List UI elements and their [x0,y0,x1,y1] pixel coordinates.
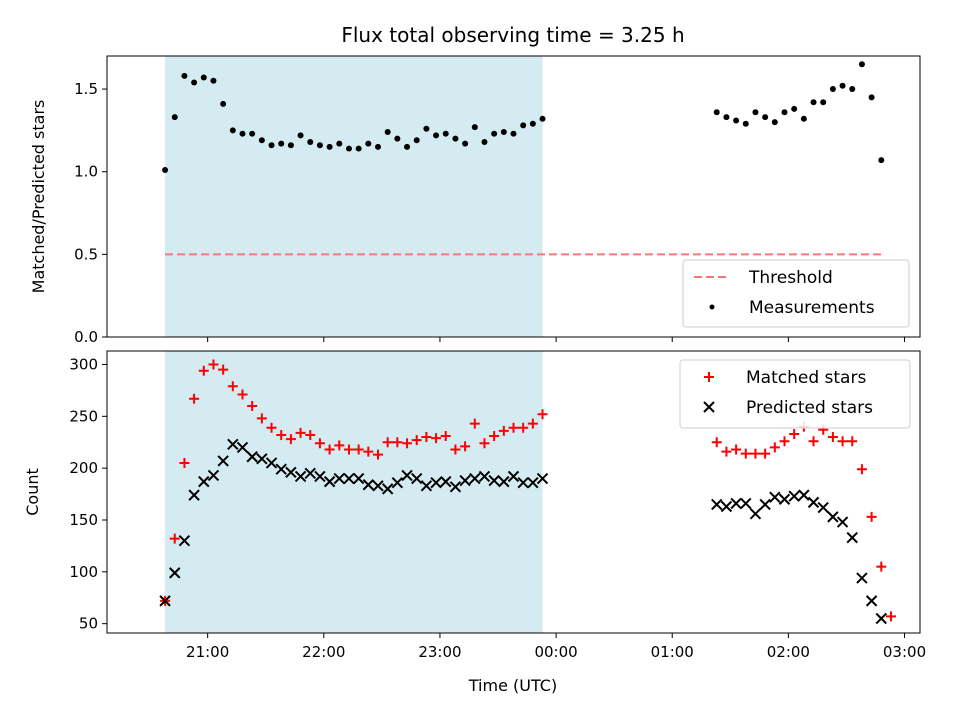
y-tick-label: 1.0 [74,163,98,181]
measurement-point [772,119,778,125]
measurement-point [462,141,468,147]
measurement-point [288,142,294,148]
measurement-point [878,157,884,163]
measurement-point [336,141,342,147]
measurement-point [723,114,729,120]
measurement-point [520,122,526,128]
legend: Matched stars Predicted stars [680,360,910,428]
measurement-point [162,167,168,173]
legend-measurement-swatch [710,305,715,310]
chart-figure: Flux total observing time = 3.25 h Time … [0,0,960,720]
measurement-point [714,109,720,115]
x-tick-label: 02:00 [767,643,810,661]
measurement-point [452,136,458,142]
measurement-point [269,142,275,148]
measurement-point [733,117,739,123]
x-tick-label: 23:00 [418,643,461,661]
legend-label: Threshold [748,268,833,288]
measurement-point [491,131,497,137]
measurement-point [191,79,197,85]
measurement-point [327,144,333,150]
measurement-point [414,137,420,143]
measurement-point [394,136,400,142]
x-tick-label: 01:00 [651,643,694,661]
y-tick-label: 200 [69,459,98,477]
legend-label: Predicted stars [746,398,873,418]
observing-window-shading [165,351,542,633]
y-tick-label: 50 [79,615,98,633]
y-tick-label: 250 [69,407,98,425]
y-tick-label: 0.0 [74,328,98,346]
measurement-point [356,146,362,152]
measurement-point [240,131,246,137]
measurement-point [830,86,836,92]
measurement-point [307,139,313,145]
x-tick-label: 21:00 [186,643,229,661]
measurement-point [317,142,323,148]
measurement-point [840,83,846,89]
measurement-point [404,144,410,150]
measurement-point [540,116,546,122]
measurement-point [752,109,758,115]
measurement-point [820,99,826,105]
x-tick-label: 22:00 [302,643,345,661]
measurement-point [298,132,304,138]
measurement-point [172,114,178,120]
legend-label: Measurements [749,298,875,318]
y-tick-label: 1.5 [74,80,98,98]
measurement-point [530,121,536,127]
measurement-point [762,114,768,120]
measurement-point [375,144,381,150]
measurement-point [210,78,216,84]
measurement-point [259,137,265,143]
x-tick-label: 03:00 [883,643,926,661]
measurement-point [743,121,749,127]
chart-title: Flux total observing time = 3.25 h [341,23,684,47]
observing-window-shading [165,56,542,337]
measurement-point [849,86,855,92]
measurement-point [791,106,797,112]
measurement-point [278,141,284,147]
legend: Threshold Measurements [683,260,909,327]
y-tick-label: 150 [69,511,98,529]
x-axis-label: Time (UTC) [468,676,557,695]
y-tick-label: 300 [69,355,98,373]
x-tick-label: 00:00 [534,643,577,661]
measurement-point [249,131,255,137]
measurement-point [385,129,391,135]
measurement-point [501,129,507,135]
measurement-point [511,131,517,137]
y-axis-label: Count [23,468,42,516]
measurement-point [230,127,236,133]
y-axis-label: Matched/Predicted stars [29,100,48,294]
measurement-point [433,132,439,138]
measurement-point [869,94,875,100]
y-tick-label: 0.5 [74,245,98,263]
measurement-point [365,141,371,147]
measurement-point [782,109,788,115]
measurement-point [801,116,807,122]
measurement-point [443,131,449,137]
measurement-point [346,146,352,152]
measurement-point [181,73,187,79]
legend-label: Matched stars [746,368,866,388]
measurement-point [859,61,865,67]
measurement-point [220,101,226,107]
measurement-point [201,74,207,80]
measurement-point [472,124,478,130]
measurement-point [481,139,487,145]
y-tick-label: 100 [69,563,98,581]
measurement-point [423,126,429,132]
measurement-point [811,99,817,105]
